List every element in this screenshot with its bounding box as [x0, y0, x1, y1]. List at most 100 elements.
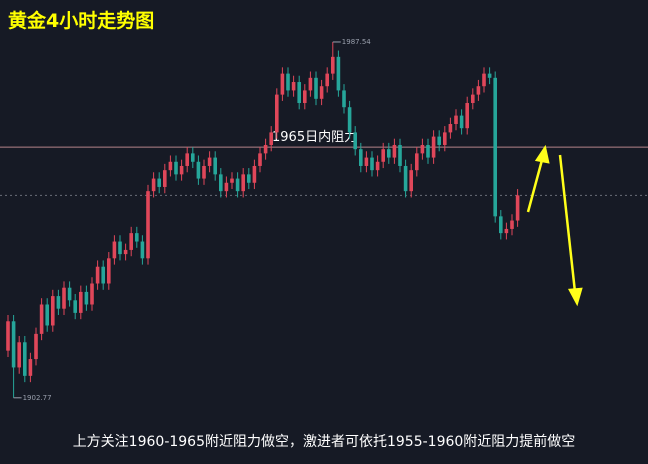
candle-body	[336, 56, 341, 91]
candle-body	[286, 73, 290, 91]
candle-body	[90, 283, 94, 305]
candle-body	[252, 165, 257, 183]
candle-body	[39, 304, 44, 334]
resistance-label: 1965日内阻力	[272, 129, 357, 145]
candle-body	[426, 144, 430, 158]
candle-body	[375, 161, 380, 171]
candle-body	[163, 170, 167, 187]
candle-body	[56, 296, 61, 309]
candle-body	[275, 94, 279, 133]
candle-body	[398, 144, 402, 166]
candle-body	[471, 94, 475, 104]
candle-body	[431, 136, 436, 158]
candle-body	[459, 115, 464, 129]
candle-body	[28, 359, 33, 376]
candle-body	[504, 228, 509, 234]
candle-body	[34, 333, 38, 360]
candle-body	[185, 153, 189, 166]
candle-body	[241, 174, 245, 192]
candle-body	[387, 149, 391, 158]
candle-body	[331, 56, 335, 74]
candle-body	[443, 132, 447, 145]
candle-body	[207, 157, 212, 166]
candle-body	[314, 77, 318, 99]
candle-body	[476, 86, 481, 95]
candle-body	[73, 300, 77, 313]
candle-body	[515, 195, 520, 221]
candle-body	[107, 258, 111, 284]
candle-body	[342, 90, 346, 108]
candle-body	[51, 296, 55, 326]
candle-body	[403, 165, 408, 192]
candle-body	[303, 90, 307, 104]
candle-body	[381, 149, 385, 162]
candle-body	[191, 153, 195, 162]
candle-body	[325, 73, 329, 87]
candle-body	[235, 178, 240, 192]
candle-body	[448, 123, 453, 133]
candle-body	[67, 287, 72, 301]
down-arrow-head	[568, 287, 583, 307]
footer-note: 上方关注1960-1965附近阻力做空，激进者可依托1955-1960附近阻力提…	[73, 433, 576, 450]
candle-body	[151, 178, 156, 192]
candle-body	[84, 291, 89, 305]
annotation-arrows	[526, 144, 583, 307]
chart-title: 黄金4小时走势图	[8, 9, 154, 32]
candle-body	[319, 86, 324, 99]
candle-body	[11, 321, 16, 368]
candle-body	[23, 342, 27, 376]
up-arrow-head	[534, 144, 550, 164]
candle-body	[297, 82, 301, 104]
candle-body	[135, 233, 139, 242]
candle-body	[359, 149, 363, 166]
candle-body	[263, 144, 268, 154]
candle-body	[499, 216, 503, 234]
candle-body	[146, 191, 150, 259]
candle-body	[409, 170, 413, 192]
low-label: 1902.77	[23, 394, 52, 402]
candle-body	[258, 153, 262, 166]
candle-body	[347, 107, 352, 133]
candle-body	[123, 249, 128, 255]
candle-body	[269, 132, 273, 145]
candle-body	[280, 73, 285, 95]
candle-body	[465, 103, 469, 129]
candle-body	[493, 77, 497, 217]
candle-body	[202, 165, 206, 179]
candle-body	[118, 241, 122, 255]
candle-body	[62, 287, 66, 309]
candle-body	[370, 157, 374, 171]
candle-body	[6, 321, 10, 351]
candle-body	[129, 233, 133, 250]
candle-body	[17, 342, 21, 368]
candle-body	[454, 115, 458, 124]
candle-body	[179, 165, 184, 175]
candle-body	[140, 241, 145, 259]
candle-body	[95, 266, 100, 284]
candle-body	[157, 178, 161, 187]
candle-body	[291, 82, 296, 91]
candle-body	[420, 144, 425, 154]
candle-body	[101, 266, 105, 284]
candle-body	[437, 136, 441, 145]
candle-body	[45, 304, 49, 326]
candle-body	[308, 77, 313, 91]
candle-body	[487, 73, 492, 78]
candle-body	[482, 73, 486, 87]
candle-body	[112, 241, 117, 259]
candle-body	[196, 161, 201, 179]
candle-body	[219, 174, 223, 192]
candle-body	[415, 153, 419, 171]
candle-body	[224, 182, 229, 192]
candle-body	[364, 157, 369, 166]
candle-body	[392, 144, 397, 158]
candle-body	[168, 161, 173, 171]
candle-body	[510, 220, 514, 229]
candle-body	[247, 174, 251, 183]
down-arrow	[558, 154, 577, 293]
candle-body	[353, 132, 357, 150]
up-arrow	[526, 159, 544, 213]
candle-body	[230, 178, 234, 183]
